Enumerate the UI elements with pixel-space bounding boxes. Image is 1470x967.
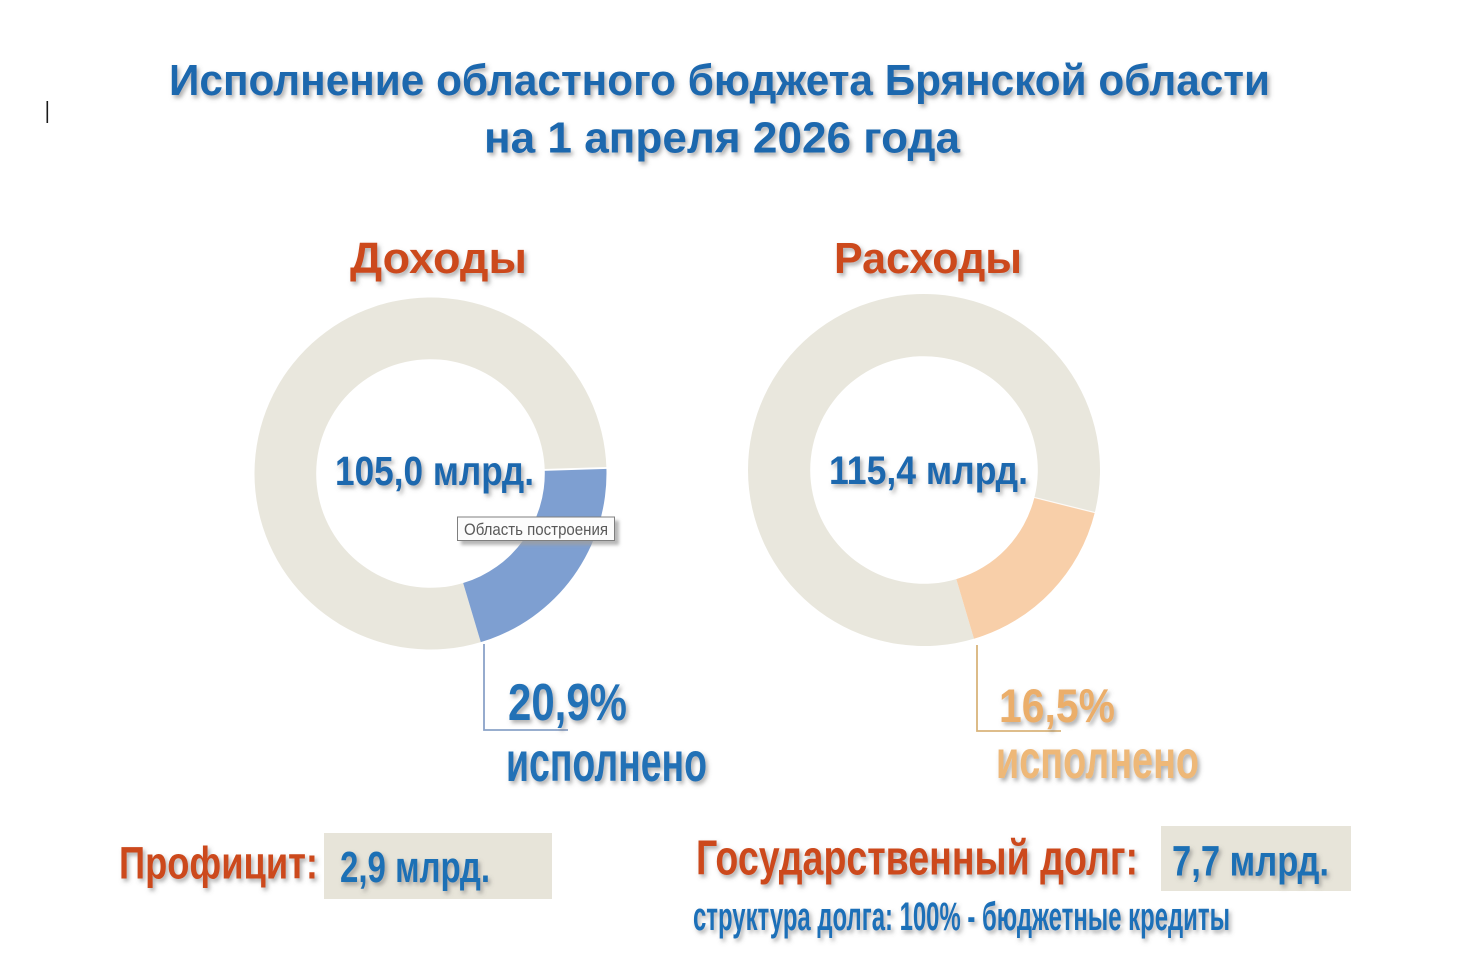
svg-text:Государственный долг:: Государственный долг: bbox=[696, 832, 1138, 886]
svg-text:2,9 млрд.: 2,9 млрд. bbox=[340, 843, 490, 892]
svg-text:Профицит:: Профицит: bbox=[119, 838, 318, 889]
svg-text:7,7 млрд.: 7,7 млрд. bbox=[1172, 838, 1329, 886]
svg-text:Область построения: Область построения bbox=[464, 520, 608, 539]
svg-text:105,0 млрд.: 105,0 млрд. bbox=[335, 448, 534, 494]
svg-text:Исполнение областного бюджета: Исполнение областного бюджета Брянской о… bbox=[169, 56, 1270, 105]
svg-text:Расходы: Расходы bbox=[834, 234, 1022, 283]
svg-text:исполнено: исполнено bbox=[506, 730, 707, 793]
svg-text:115,4 млрд.: 115,4 млрд. bbox=[829, 449, 1028, 493]
svg-text:на 1 апреля 2026 года: на 1 апреля 2026 года bbox=[484, 114, 961, 163]
svg-text:исполнено: исполнено bbox=[996, 730, 1199, 790]
svg-text:16,5%: 16,5% bbox=[999, 679, 1115, 732]
svg-text:20,9%: 20,9% bbox=[508, 674, 627, 732]
svg-text:структура долга: 100% - бюджет: структура долга: 100% - бюджетные кредит… bbox=[693, 895, 1230, 939]
svg-text:Доходы: Доходы bbox=[350, 234, 527, 283]
